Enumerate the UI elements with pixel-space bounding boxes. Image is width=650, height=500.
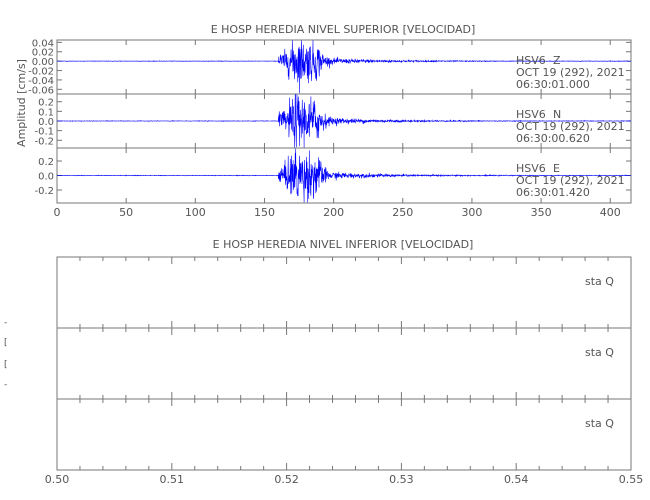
panel-frame [56,327,632,400]
trace-z [56,40,631,94]
y-tick-label: 0.1 [38,107,54,118]
y-tick-label: 0.0 [38,117,54,128]
y-tick-label: -0.04 [28,76,54,87]
y-tick-label: 0.00 [32,57,54,68]
time-label: 06:30:00.620 [516,132,590,145]
date-label: OCT 19 (292), 2021 [516,66,625,79]
component-label: E [553,162,560,175]
upper-x-axis: 0 50 100 150 200 250 300 350 400 [54,206,621,219]
x-tick-label: 0.51 [160,473,185,486]
ylabel-fragment: - [4,380,7,390]
station-label: sta Q [585,346,614,359]
x-tick-label: 200 [323,206,344,219]
x-tick-label: 250 [392,206,413,219]
x-tick-label: 300 [461,206,482,219]
x-tick-label: 350 [531,206,552,219]
y-tick-label: 0.2 [38,157,54,168]
panel-frame [56,256,632,329]
lower-chart-title: E HOSP HEREDIA NIVEL INFERIOR [VELOCIDAD… [213,238,474,251]
lower-panel-2: sta Q [56,327,632,400]
x-tick-label: 0.53 [389,473,414,486]
trace-n [56,94,632,148]
y-tick-label: -0.1 [34,127,54,138]
component-label: Z [553,54,561,67]
panel-frame [56,398,632,471]
lower-chart-ylabel-fragments: - [ [ - [4,318,8,390]
x-tick-label: 0 [54,206,61,219]
date-label: OCT 19 (292), 2021 [516,120,625,133]
time-label: 06:30:01.420 [516,186,590,199]
ylabel-fragment: [ [4,360,8,370]
x-tick-label: 150 [254,206,275,219]
y-tick-label: 0.04 [32,38,54,49]
lower-x-axis: 0.50 0.51 0.52 0.53 0.54 0.55 [45,473,644,486]
y-tick-label: 0.0 [38,172,54,183]
y-tick-label: -0.2 [34,186,54,197]
y-tick-label: 0.02 [32,48,54,59]
station-label: sta Q [585,417,614,430]
x-tick-label: 0.52 [274,473,299,486]
y-tick-label: -0.2 [34,136,54,147]
y-tick-label: 0.2 [38,98,54,109]
date-label: OCT 19 (292), 2021 [516,174,625,187]
upper-chart-title: E HOSP HEREDIA NIVEL SUPERIOR [VELOCIDAD… [211,23,476,36]
x-tick-label: 0.54 [504,473,529,486]
lower-panels: sta Q sta Q sta Q [56,256,632,471]
station-label: HSV6 [516,108,546,121]
y-tick-label: -0.02 [28,67,54,78]
lower-panel-3: sta Q [56,398,632,471]
x-tick-label: 100 [185,206,206,219]
ylabel-fragment: [ [4,338,8,348]
x-tick-label: 50 [119,206,133,219]
ylabel-fragment: - [4,318,7,328]
trace-e [56,148,632,203]
upper-chart: E HOSP HEREDIA NIVEL SUPERIOR [VELOCIDAD… [15,23,632,219]
y-tick-label: -0.06 [28,85,54,96]
lower-panel-1: sta Q [56,256,632,329]
x-tick-label: 0.55 [619,473,644,486]
station-label: HSV6 [516,54,546,67]
x-tick-label: 400 [600,206,621,219]
component-label: N [553,108,561,121]
upper-chart-ylabel: Amplitud [cm/s] [15,59,28,147]
station-label: HSV6 [516,162,546,175]
station-label: sta Q [585,275,614,288]
x-tick-label: 0.50 [45,473,70,486]
time-label: 06:30:01.000 [516,78,590,91]
lower-chart: E HOSP HEREDIA NIVEL INFERIOR [VELOCIDAD… [4,238,643,486]
